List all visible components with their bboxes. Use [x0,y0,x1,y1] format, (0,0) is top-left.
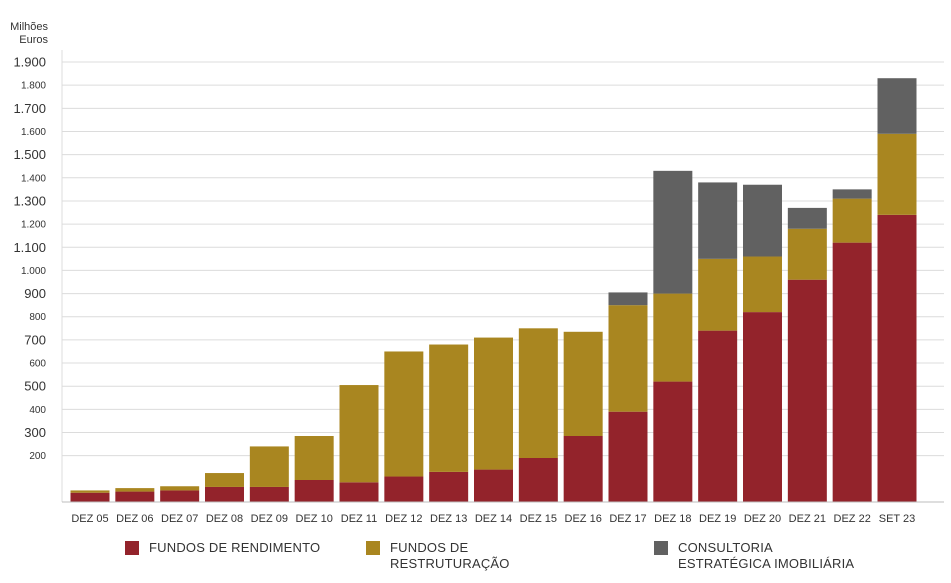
bar-segment-restruturacao [877,133,917,215]
stacked-bar-chart: Milhões Euros 200 300 400 500 600 700 800 900 1.0… [10,21,944,525]
x-tick-label: DEZ 18 [654,513,691,525]
bar-segment-restruturacao [115,488,155,492]
x-tick-label: DEZ 14 [475,513,512,525]
y-tick-label: 1.500 [13,147,46,162]
x-tick-label: DEZ 09 [251,513,288,525]
bar-segment-consultoria [787,207,827,229]
y-tick-label: 1.900 [13,55,46,70]
y-axis-title: Milhões Euros [10,21,48,46]
bar-segment-restruturacao [384,351,424,477]
legend-item-consultoria: CONSULTORIA ESTRATÉGICA IMOBILIÁRIA [654,540,868,572]
x-tick-label: DEZ 15 [520,513,557,525]
y-axis-ticks: 200 300 400 500 600 700 800 900 1.000 1.100 1.200 1… [13,55,46,463]
bar-segment-rendimento [339,482,379,502]
bar-segment-rendimento [563,436,603,502]
bar-segment-restruturacao [160,486,200,491]
bar-segment-rendimento [832,242,872,502]
bar-segment-rendimento [787,279,827,502]
x-tick-label: DEZ 12 [385,513,422,525]
legend-swatch-rendimento [125,541,139,555]
legend-item-restruturacao: FUNDOS DE RESTRUTURAÇÃO [366,540,590,572]
bar-segment-rendimento [294,480,334,502]
bar-segment-restruturacao [70,490,110,493]
bar-segment-rendimento [384,476,424,502]
y-tick-label: 900 [24,286,46,301]
legend-swatch-consultoria [654,541,668,555]
x-tick-label: DEZ 21 [789,513,826,525]
bars [70,78,917,502]
x-tick-label: DEZ 11 [341,513,377,525]
bar-segment-rendimento [518,458,558,502]
y-tick-label: 1.700 [13,101,46,116]
x-tick-label: DEZ 07 [161,513,198,525]
bar-segment-consultoria [743,184,782,257]
bar-segment-restruturacao [205,473,244,487]
y-tick-label: 300 [24,425,46,440]
bar-segment-restruturacao [294,436,334,480]
bar-segment-consultoria [653,170,693,294]
gridlines [61,50,944,502]
bar-segment-rendimento [698,330,738,502]
bar-segment-rendimento [877,214,917,502]
bar-segment-consultoria [877,78,917,134]
bar-segment-consultoria [832,189,872,199]
y-tick-label: 800 [29,312,46,323]
x-tick-label: DEZ 08 [206,513,243,525]
bar-segment-rendimento [249,486,289,502]
legend-label-rendimento: FUNDOS DE RENDIMENTO [149,540,321,555]
bar-segment-rendimento [70,492,110,502]
x-tick-label: DEZ 10 [296,513,333,525]
x-tick-label: DEZ 16 [565,513,602,525]
y-tick-label: 1.400 [21,173,46,184]
bar-segment-restruturacao [653,293,693,382]
bar-segment-consultoria [698,182,738,259]
x-tick-label: DEZ 19 [699,513,736,525]
x-tick-label: DEZ 17 [609,513,646,525]
y-tick-label: 400 [29,405,46,416]
bar-segment-restruturacao [429,344,469,472]
legend-item-rendimento: FUNDOS DE RENDIMENTO [125,540,349,556]
y-tick-label: 600 [29,359,46,370]
legend-label-restruturacao: FUNDOS DE RESTRUTURAÇÃO [390,540,510,571]
y-tick-label: 700 [24,332,46,347]
y-tick-label: 1.300 [13,193,46,208]
bar-segment-rendimento [160,490,200,502]
x-tick-label: SET 23 [879,513,916,525]
bar-segment-restruturacao [698,258,738,331]
x-tick-label: DEZ 22 [834,513,871,525]
x-tick-label: DEZ 05 [71,513,108,525]
bar-segment-rendimento [653,381,693,502]
bar-segment-restruturacao [743,256,782,313]
bar-segment-rendimento [474,469,513,502]
y-tick-label: 500 [24,379,46,394]
bar-segment-restruturacao [563,331,603,436]
bar-segment-restruturacao [518,328,558,458]
legend: FUNDOS DE RENDIMENTO FUNDOS DE RESTRUTUR… [0,540,951,580]
bar-segment-restruturacao [832,198,872,243]
bar-segment-consultoria [608,292,648,306]
y-tick-label: 1.800 [21,81,46,92]
bar-segment-restruturacao [787,228,827,280]
bar-segment-restruturacao [339,385,379,483]
bar-segment-rendimento [115,491,155,502]
x-tick-label: DEZ 06 [116,513,153,525]
x-axis-ticks: DEZ 05 DEZ 06 DEZ 07 DEZ 08 DEZ 09 DEZ 10 DEZ … [71,513,915,525]
bar-segment-rendimento [429,471,469,502]
y-tick-label: 1.000 [21,266,46,277]
bar-segment-rendimento [608,411,648,502]
x-tick-label: DEZ 13 [430,513,467,525]
bar-segment-restruturacao [249,446,289,487]
legend-swatch-restruturacao [366,541,380,555]
bar-segment-restruturacao [474,337,513,470]
y-tick-label: 1.100 [13,240,46,255]
y-tick-label: 1.600 [21,127,46,138]
bar-segment-rendimento [743,312,782,502]
bar-segment-rendimento [205,486,244,502]
x-tick-label: DEZ 20 [744,513,781,525]
y-tick-label: 200 [29,451,46,462]
bar-segment-restruturacao [608,305,648,412]
legend-label-consultoria: CONSULTORIA ESTRATÉGICA IMOBILIÁRIA [678,540,855,571]
y-tick-label: 1.200 [21,220,46,231]
